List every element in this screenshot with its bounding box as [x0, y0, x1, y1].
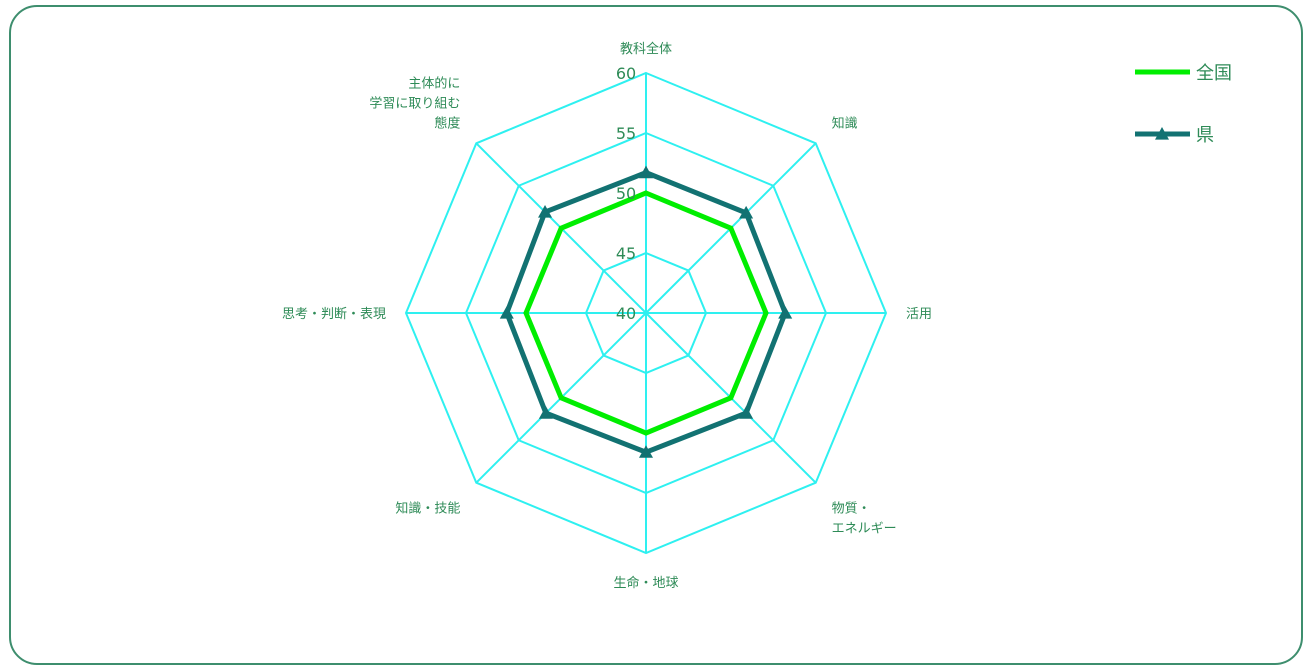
- axis-label: 思考・判断・表現: [282, 307, 386, 322]
- series-point: [639, 165, 653, 179]
- series-point: [499, 306, 514, 319]
- tick-label: 45: [616, 244, 636, 263]
- tick-label: 50: [616, 184, 636, 203]
- series-point: [739, 406, 754, 419]
- radar-grid: [404, 71, 888, 555]
- axis-label: 活用: [906, 307, 932, 322]
- tick-label: 55: [616, 124, 636, 143]
- legend: 全国県: [1135, 63, 1232, 146]
- series-line: [523, 190, 769, 436]
- axis-label: 教科全体: [620, 41, 672, 57]
- radial-tick-labels: 40 45 50 55 60: [616, 64, 636, 323]
- axis-label: 主体的に学習に取り組む態度: [369, 75, 460, 131]
- series-point: [538, 205, 553, 218]
- radar-series: [499, 165, 793, 458]
- chart-frame: [9, 5, 1303, 665]
- axis-label: 知識・技能: [395, 501, 460, 517]
- legend-marker: [1155, 127, 1169, 140]
- legend-label: 県: [1196, 125, 1214, 146]
- axis-label: 物質・エネルギー: [832, 502, 897, 537]
- series-point: [639, 445, 653, 458]
- series-point: [778, 306, 793, 319]
- tick-label: 60: [616, 64, 636, 83]
- series-point: [538, 406, 553, 419]
- axis-label: 知識: [832, 115, 858, 131]
- axis-label: 生命・地球: [613, 575, 678, 591]
- series-point: [739, 205, 754, 219]
- tick-label: 40: [616, 304, 636, 323]
- legend-label: 全国: [1196, 63, 1232, 84]
